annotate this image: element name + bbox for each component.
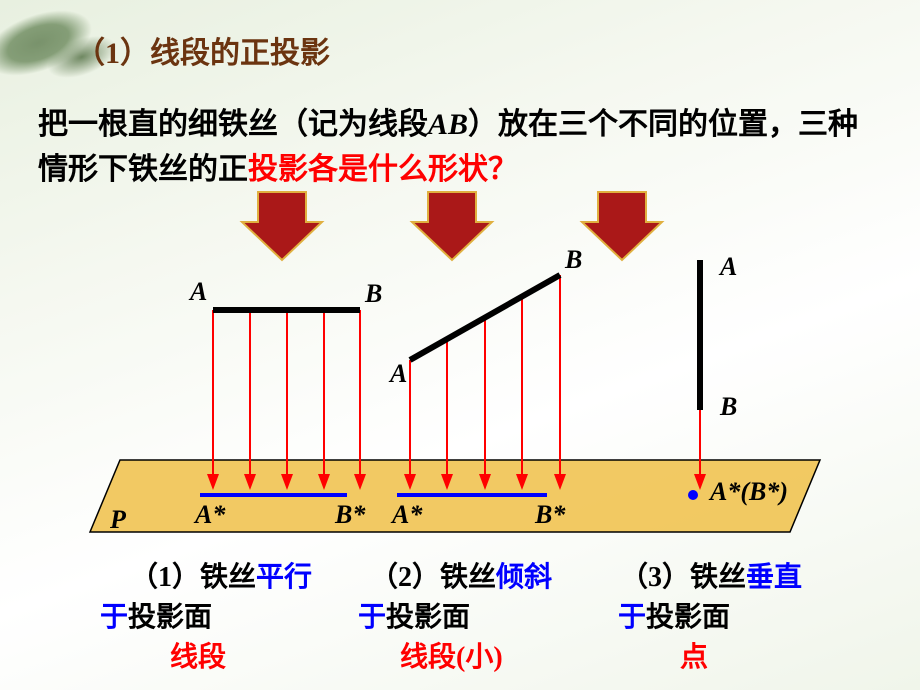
big-arrow-1 (242, 192, 322, 260)
c3c: 投影面 (646, 602, 730, 633)
seg3-proj-point (688, 490, 698, 500)
c1a: （1）铁丝 (130, 562, 256, 593)
caption3-line2: 于投影面 (618, 595, 878, 635)
svg-text:A: A (388, 359, 407, 388)
svg-text:B*: B* (334, 500, 366, 529)
c2a: （2）铁丝 (370, 562, 496, 593)
q-ab: AB (428, 108, 468, 141)
svg-text:B: B (564, 245, 582, 274)
plane-label: P (109, 505, 127, 534)
answer3: 点 (680, 635, 920, 675)
caption1-line2: 于投影面 (100, 595, 360, 635)
answer1: 线段 (170, 635, 430, 675)
heading-text: （1）线段的正投影 (75, 37, 330, 70)
c2b2: 于 (358, 602, 386, 633)
c3b-part: 垂直 (746, 562, 802, 593)
caption1-line1: （1）铁丝平行 (130, 555, 390, 595)
c3b2: 于 (618, 602, 646, 633)
big-arrow-3 (582, 192, 662, 260)
svg-text:B*: B* (534, 500, 566, 529)
big-arrow-2 (412, 192, 492, 260)
diagram-svg: P A B A* B* A B A* B* A B A*(B*) (0, 180, 920, 560)
svg-text:A*(B*): A*(B*) (708, 477, 788, 506)
c1b-part: 平行 (256, 562, 312, 593)
c2b-part: 倾斜 (496, 562, 552, 593)
c3a: （3）铁丝 (620, 562, 746, 593)
caption2-line2: 于投影面 (358, 595, 618, 635)
svg-text:A: A (188, 277, 207, 306)
c2c: 投影面 (386, 602, 470, 633)
caption2-line1: （2）铁丝倾斜 (370, 555, 630, 595)
q-part1: 把一根直的细铁丝（记为线段 (38, 108, 428, 141)
caption3-line1: （3）铁丝垂直 (620, 555, 880, 595)
section-heading: （1）线段的正投影 (75, 28, 330, 72)
svg-text:B: B (364, 279, 382, 308)
svg-text:A: A (718, 252, 737, 281)
question-text: 把一根直的细铁丝（记为线段AB）放在三个不同的位置，三种情形下铁丝的正投影各是什… (38, 102, 880, 192)
svg-text:B: B (719, 392, 737, 421)
svg-text:A*: A* (193, 500, 226, 529)
c1c: 投影面 (128, 602, 212, 633)
answer2: 线段(小) (400, 635, 660, 675)
c1b2: 于 (100, 602, 128, 633)
svg-text:A*: A* (390, 500, 423, 529)
